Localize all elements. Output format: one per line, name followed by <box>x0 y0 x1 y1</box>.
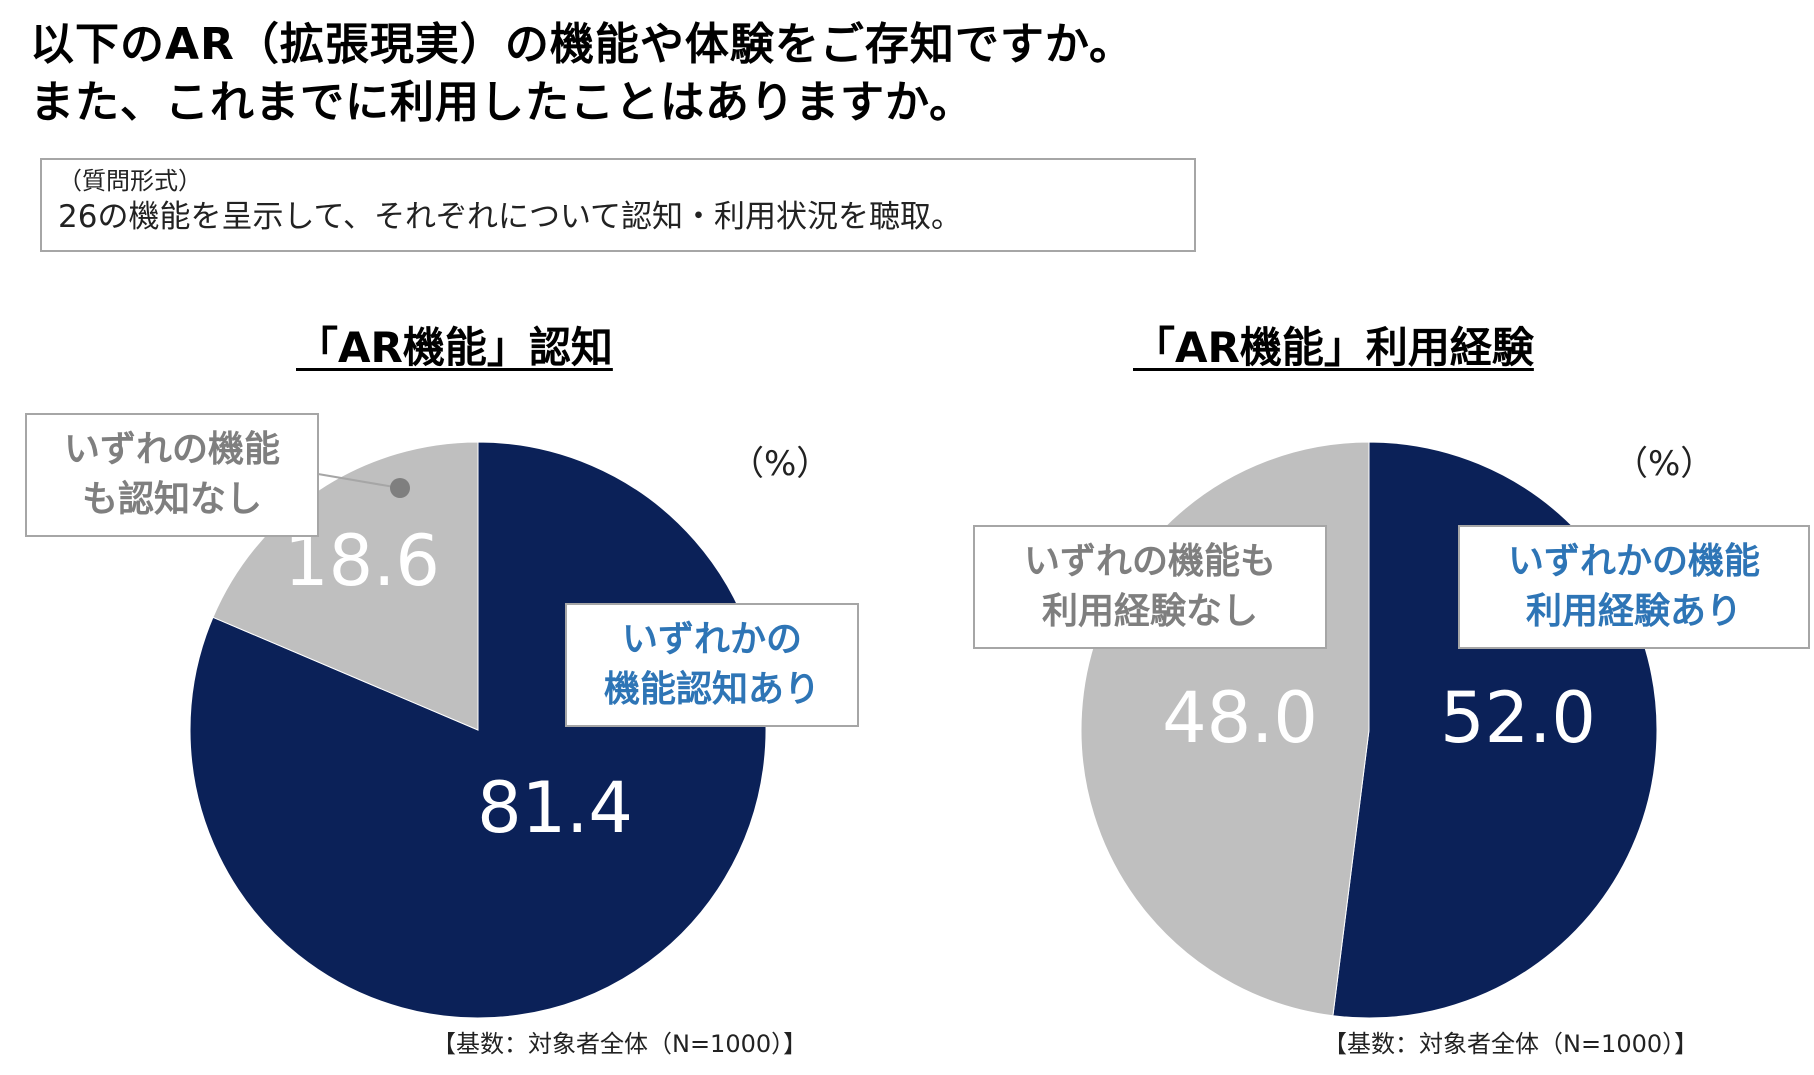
unit-label-usage: （%） <box>1614 444 1715 484</box>
legend-label-aware-any-text: いずれかの 機能認知あり <box>603 619 820 710</box>
legend-label-usage-any-text: いずれかの機能 利用経験あり <box>1507 541 1760 632</box>
data-label-aware-any: 81.4 <box>477 767 633 849</box>
question-format: （質問形式） <box>58 167 202 195</box>
leader-dot <box>390 478 410 498</box>
main-title-line2: また、これまでに利用したことはありますか。 <box>30 77 975 128</box>
main-title-line1: 以下のAR（拡張現実）の機能や体験をご存知ですか。 <box>30 19 1135 70</box>
legend-label-aware-any: いずれかの 機能認知あり <box>565 603 859 727</box>
legend-label-aware-none: いずれの機能 も認知なし <box>25 413 319 537</box>
question-description: 26の機能を呈示して、それぞれについて認知・利用状況を聴取。 <box>58 199 963 235</box>
base-note-usage: 【基数：対象者全体（N=1000）】 <box>1323 1030 1699 1058</box>
leader-line <box>317 473 401 489</box>
pie-chart-awareness: 81.418.6 <box>189 441 767 1019</box>
question-box: （質問形式） 26の機能を呈示して、それぞれについて認知・利用状況を聴取。 <box>40 158 1196 252</box>
data-label-usage-any: 52.0 <box>1440 677 1596 759</box>
data-label-usage-none: 48.0 <box>1162 677 1318 759</box>
chart-title-awareness: 「AR機能」認知 <box>296 323 613 372</box>
base-note-awareness: 【基数：対象者全体（N=1000）】 <box>432 1030 808 1058</box>
pie-slice-aware-none <box>212 441 479 731</box>
legend-label-aware-none-text: いずれの機能 も認知なし <box>63 429 280 520</box>
legend-label-usage-none: いずれの機能も 利用経験なし <box>973 525 1327 649</box>
unit-label-awareness: （%） <box>730 444 831 484</box>
legend-label-usage-any: いずれかの機能 利用経験あり <box>1458 525 1810 649</box>
chart-title-usage: 「AR機能」利用経験 <box>1133 323 1534 372</box>
main-title: 以下のAR（拡張現実）の機能や体験をご存知ですか。 また、これまでに利用したこと… <box>30 16 1770 132</box>
legend-label-usage-none-text: いずれの機能も 利用経験なし <box>1023 541 1276 632</box>
